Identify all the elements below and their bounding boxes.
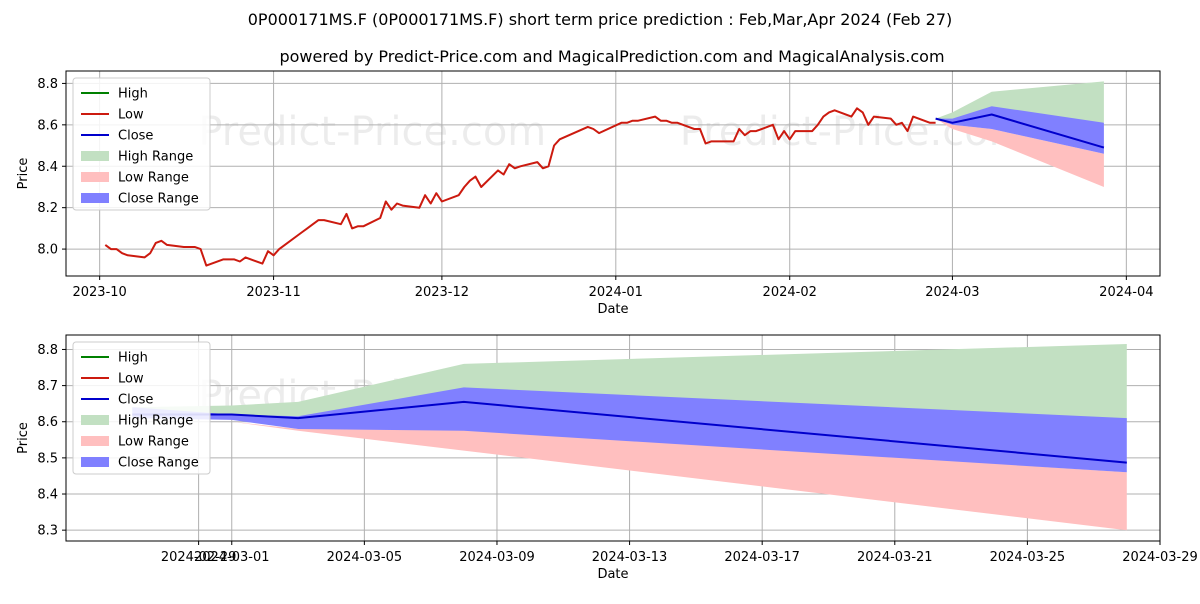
y-tick-label: 8.4	[37, 160, 58, 175]
x-tick-label: 2023-11	[246, 285, 300, 300]
y-tick-label: 8.4	[37, 488, 58, 503]
legend-swatch-patch	[81, 193, 109, 203]
x-tick-label: 2024-03	[925, 285, 979, 300]
top-panel: Predict-Price.com Predict-Price.com2023-1…	[16, 70, 1161, 317]
y-tick-label: 8.0	[37, 243, 58, 258]
plot-area	[104, 81, 1105, 267]
y-tick-label: 8.6	[37, 118, 58, 133]
legend-label: High Range	[118, 414, 193, 429]
y-tick-label: 8.5	[37, 451, 58, 466]
close-forecast-line	[935, 113, 1105, 149]
legend-swatch-patch	[81, 172, 109, 182]
legend-label: Low	[118, 372, 144, 387]
plot-frame	[65, 334, 1161, 542]
x-tick-label: 2024-03-13	[592, 550, 668, 565]
x-tick-label: 2024-03-09	[459, 550, 535, 565]
bottom-panel: Predict-Price.comPredict-Price.com2024-0…	[16, 334, 1198, 582]
watermark-text: Predict-Price.com	[198, 109, 546, 155]
legend-swatch-patch	[81, 436, 109, 446]
x-tick-label: 2024-03-01	[194, 550, 270, 565]
x-tick-label: 2024-03-29	[1122, 550, 1198, 565]
x-tick-label: 2024-03-17	[724, 550, 800, 565]
y-tick-label: 8.6	[37, 415, 58, 430]
chart-subtitle: powered by Predict-Price.com and Magical…	[279, 47, 944, 66]
x-tick-label: 2024-04	[1099, 285, 1153, 300]
low-price-line	[104, 107, 936, 267]
y-tick-label: 8.7	[37, 379, 58, 394]
low-range-band	[132, 407, 1127, 531]
x-tick-label: 2024-02	[763, 285, 817, 300]
x-tick-label: 2023-12	[415, 285, 469, 300]
legend-swatch-patch	[81, 151, 109, 161]
y-tick-label: 8.8	[37, 343, 58, 358]
low-range-band	[935, 118, 1104, 187]
legend-label: High	[118, 351, 148, 366]
legend-label: Close	[118, 393, 153, 408]
legend-label: Low Range	[118, 171, 189, 186]
x-tick-label: 2023-10	[72, 285, 126, 300]
x-tick-label: 2024-03-25	[990, 550, 1066, 565]
legend-swatch-patch	[81, 415, 109, 425]
x-tick-label: 2024-02-29	[161, 550, 237, 565]
close-range-band	[132, 387, 1127, 473]
plot-area	[132, 344, 1127, 531]
legend-label: Low	[118, 108, 144, 123]
x-axis-label: Date	[597, 567, 628, 582]
legend-label: High Range	[118, 150, 193, 165]
x-tick-label: 2024-03-05	[327, 550, 403, 565]
x-axis-label: Date	[597, 302, 628, 317]
y-tick-label: 8.8	[37, 77, 58, 92]
legend-swatch-patch	[81, 457, 109, 467]
legend-label: Close	[118, 129, 153, 144]
legend-label: Low Range	[118, 435, 189, 450]
x-tick-label: 2024-03-21	[857, 550, 933, 565]
y-tick-label: 8.2	[37, 201, 58, 216]
legend-label: High	[118, 87, 148, 102]
legend-label: Close Range	[118, 192, 199, 207]
plot-frame	[65, 70, 1161, 277]
legend-label: Close Range	[118, 456, 199, 471]
x-tick-label: 2024-01	[589, 285, 643, 300]
y-tick-label: 8.3	[37, 524, 58, 539]
y-axis-label: Price	[16, 158, 31, 190]
y-axis-label: Price	[16, 422, 31, 454]
chart-title: 0P000171MS.F (0P000171MS.F) short term p…	[248, 10, 953, 29]
